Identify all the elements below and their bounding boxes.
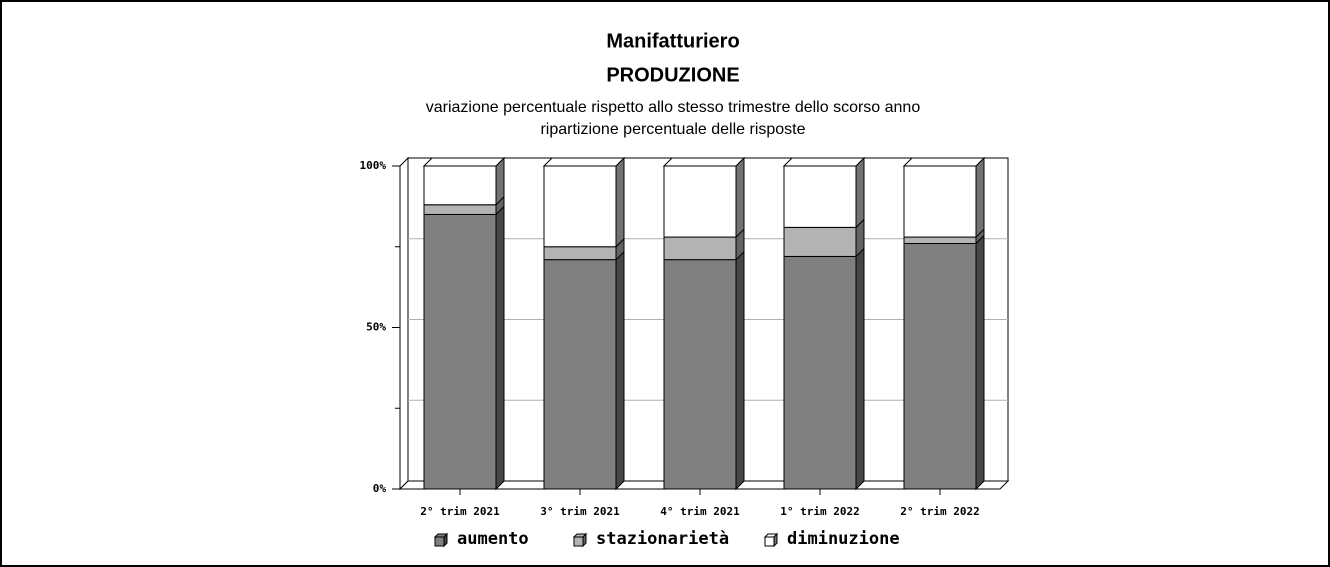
bar-top xyxy=(662,157,746,167)
bar-side xyxy=(855,156,865,229)
bar-segment xyxy=(903,243,977,490)
legend-swatch xyxy=(434,536,445,547)
left-wall xyxy=(399,156,409,491)
bar-segment xyxy=(903,165,977,238)
bar-side xyxy=(615,250,625,491)
bar-side xyxy=(495,205,505,491)
x-tick-label: 2° trim 2021 xyxy=(420,505,500,518)
bar-segment xyxy=(423,213,497,490)
x-tick-label: 3° trim 2021 xyxy=(540,505,620,518)
bar-segment xyxy=(663,165,737,238)
legend-swatch xyxy=(764,536,775,547)
legend-label: diminuzione xyxy=(787,529,900,549)
legend-label: aumento xyxy=(457,529,529,549)
x-tick-label: 1° trim 2022 xyxy=(780,505,859,518)
y-tick-label: 50% xyxy=(366,321,386,334)
bar-side xyxy=(975,156,985,239)
bar-segment xyxy=(663,259,737,490)
legend-swatch-side xyxy=(773,532,778,548)
chart-subtitle: PRODUZIONE xyxy=(606,64,739,86)
bar-side xyxy=(615,156,625,248)
bar-top xyxy=(542,157,626,167)
legend-swatch-side xyxy=(443,532,448,548)
bar-segment xyxy=(423,165,497,206)
x-tick-label: 2° trim 2022 xyxy=(900,505,979,518)
bar-segment xyxy=(783,165,857,228)
bar-segment xyxy=(903,236,977,245)
legend-swatch xyxy=(573,536,584,547)
bar-segment xyxy=(783,226,857,257)
y-tick-label: 100% xyxy=(360,159,387,172)
bar-top xyxy=(422,157,506,167)
note: ripartizione percentuale delle risposte xyxy=(540,121,805,138)
x-tick-label: 4° trim 2021 xyxy=(660,505,740,518)
bar-top xyxy=(782,157,866,167)
bar-side xyxy=(975,234,985,491)
bar-segment xyxy=(543,165,617,248)
bar-top xyxy=(902,157,986,167)
bar-segment xyxy=(423,204,497,215)
bar-segment xyxy=(543,259,617,490)
bar-segment xyxy=(543,246,617,261)
y-tick-label: 0% xyxy=(373,482,387,495)
bar-side xyxy=(855,247,865,491)
bar-side xyxy=(735,250,745,491)
legend-swatch-side xyxy=(582,532,587,548)
bar-segment xyxy=(783,255,857,490)
bar-segment xyxy=(663,236,737,261)
legend-label: stazionarietà xyxy=(596,529,729,549)
bar-side xyxy=(735,156,745,239)
chart-title: Manifatturiero xyxy=(606,30,739,52)
note: variazione percentuale rispetto allo ste… xyxy=(426,99,921,116)
